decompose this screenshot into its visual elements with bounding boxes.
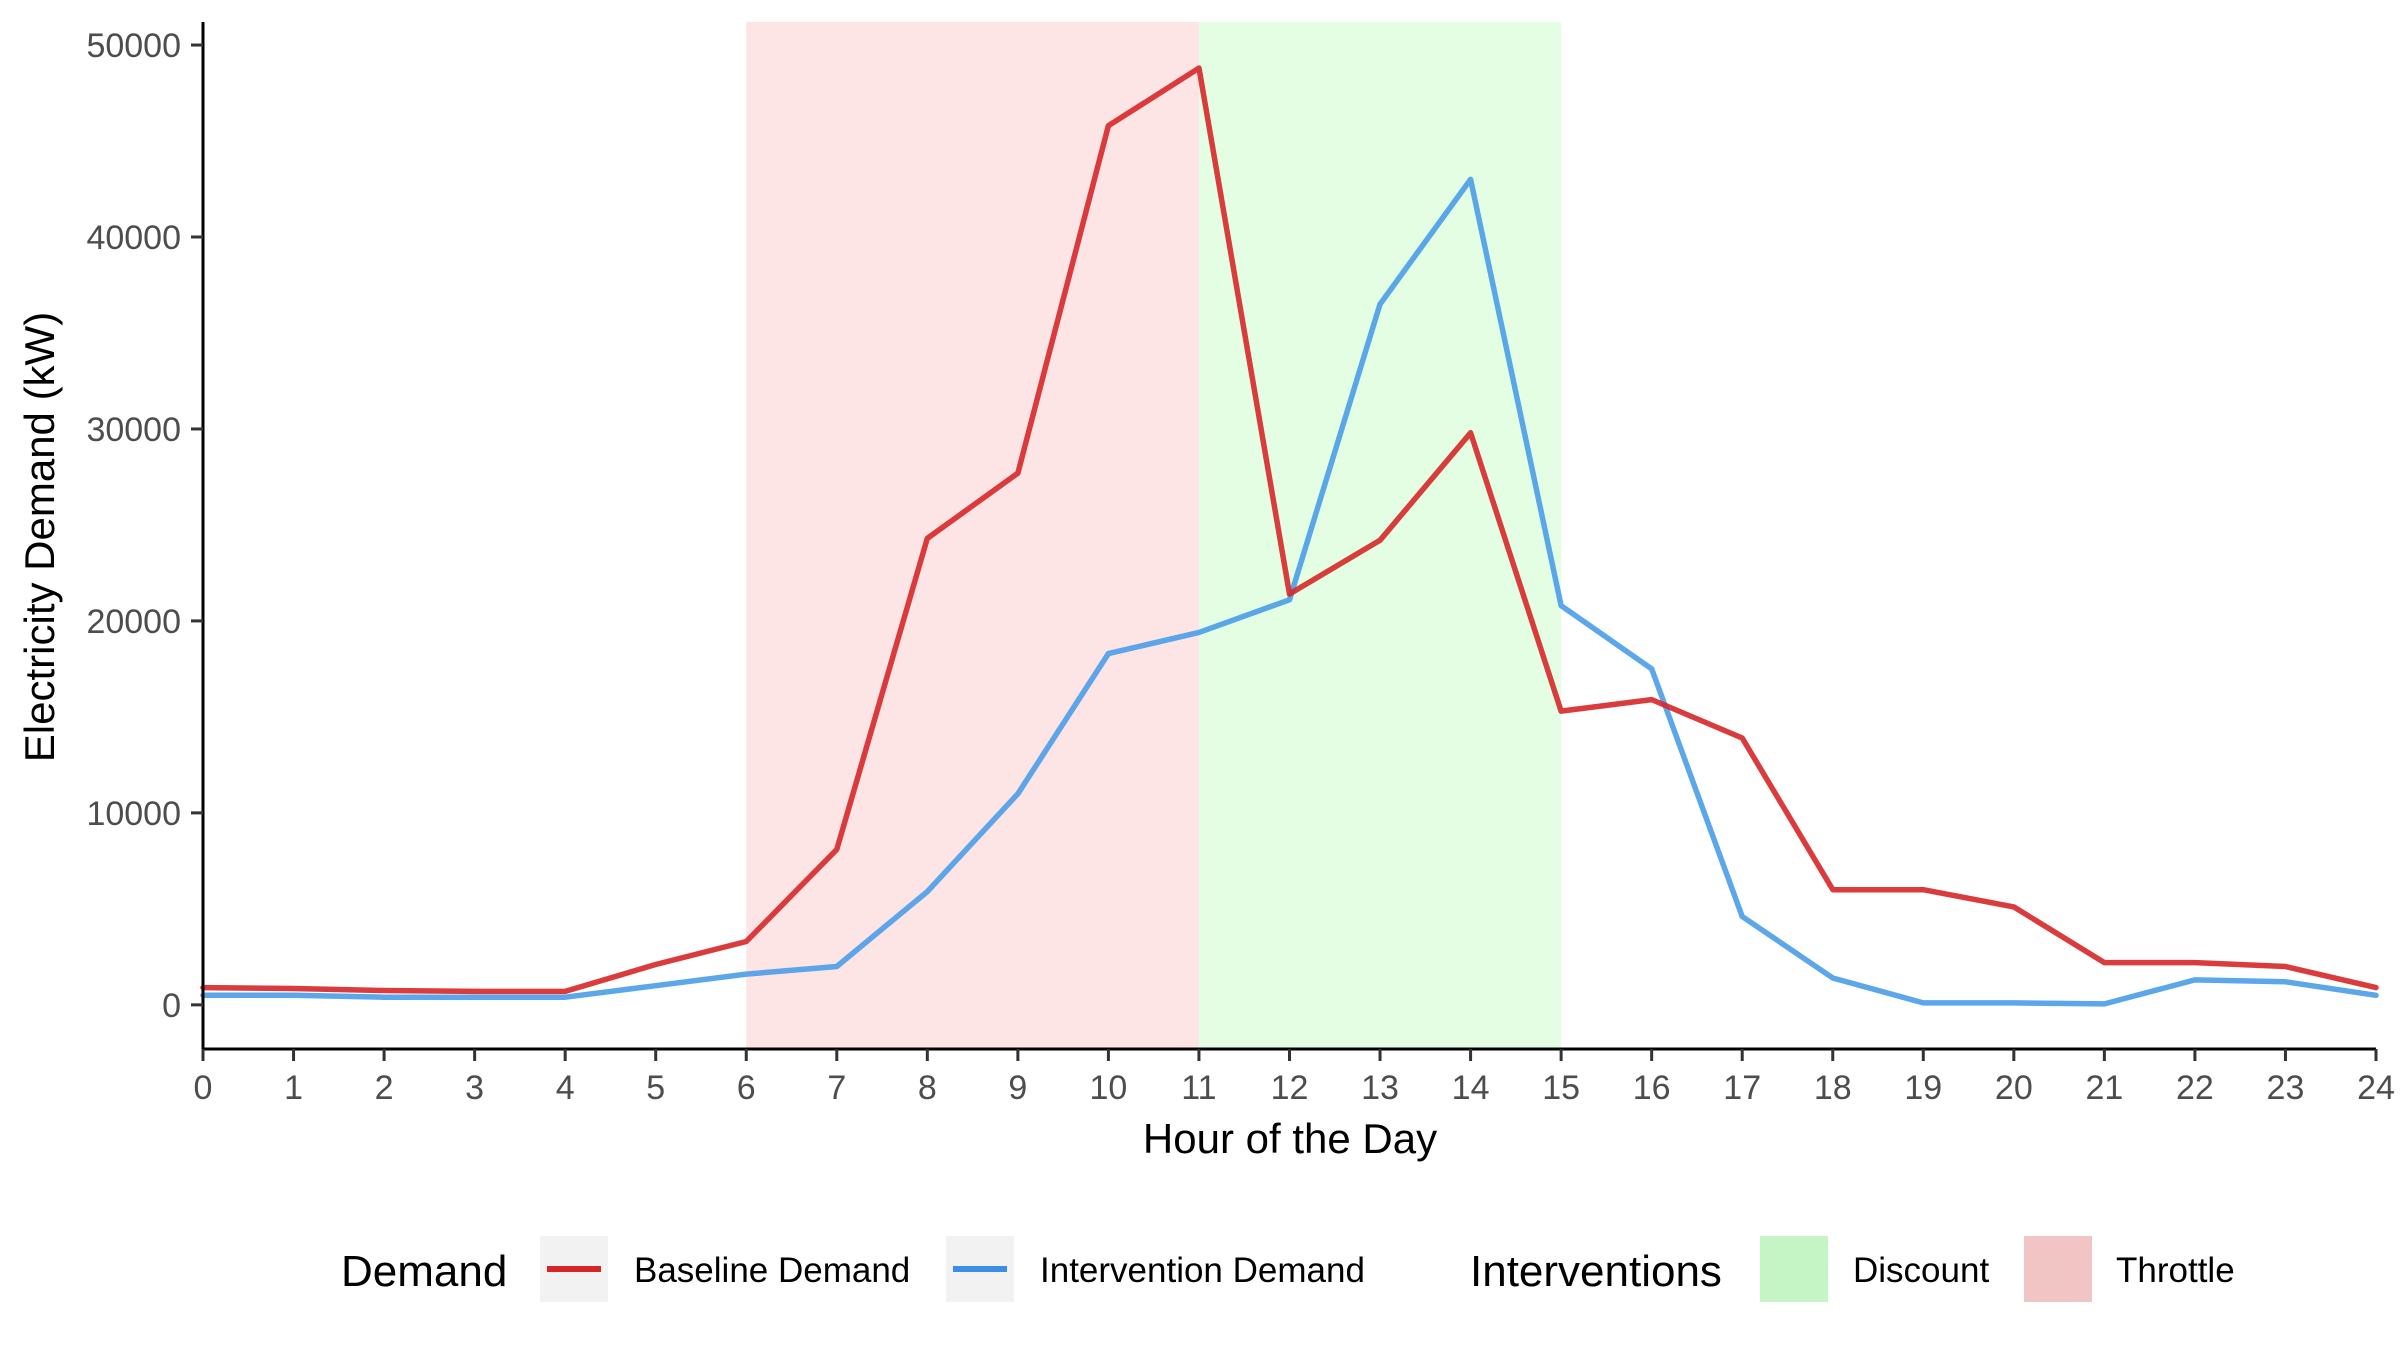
series-line-baseline-demand [200,65,2379,995]
x-tick-label: 7 [827,1069,846,1107]
series-line-intervention-demand [200,176,2379,1007]
x-tick-label: 11 [1181,1069,1216,1107]
x-tick-label: 4 [556,1069,575,1107]
y-tick-label: 30000 [86,411,181,449]
x-tick-label: 13 [1361,1069,1399,1107]
y-axis-title: Electricity Demand (kW) [16,312,63,762]
y-tick-label: 20000 [86,603,181,641]
y-tick-label: 50000 [86,27,181,65]
series-lines [200,65,2379,1007]
legend-label-discount: Discount [1853,1251,1989,1290]
band-discount [1198,22,1562,1049]
x-tick-label: 14 [1452,1069,1490,1107]
x-tick-label: 24 [2357,1069,2395,1107]
x-tick-label: 1 [284,1069,303,1107]
x-tick-label: 10 [1090,1069,1128,1107]
y-tick-label: 10000 [86,795,181,833]
legend-label-baseline: Baseline Demand [634,1251,910,1290]
x-tick-label: 5 [646,1069,665,1107]
x-tick-label: 0 [194,1069,213,1107]
intervention-bands [746,22,1562,1049]
x-tick-label: 22 [2176,1069,2214,1107]
x-tick-label: 9 [1008,1069,1027,1107]
x-tick-label: 17 [1723,1069,1761,1107]
x-ticks: 0 1 2 3 4 5 6 7 8 9 10 11 12 13 14 15 16 17 18 19 20 21 22 23 24 [194,1049,2395,1107]
x-tick-label: 15 [1542,1069,1580,1107]
y-tick-label: 40000 [86,219,181,257]
x-tick-label: 3 [465,1069,484,1107]
x-tick-label: 20 [1995,1069,2033,1107]
y-tick-label: 0 [162,987,181,1025]
x-tick-label: 8 [918,1069,937,1107]
x-tick-label: 2 [375,1069,394,1107]
legend-label-intervention: Intervention Demand [1040,1251,1365,1290]
x-tick-label: 18 [1814,1069,1852,1107]
x-tick-label: 6 [737,1069,756,1107]
y-ticks: 0 10000 20000 30000 40000 50000 [86,27,203,1025]
x-tick-label: 12 [1271,1069,1309,1107]
x-tick-label: 21 [2085,1069,2123,1107]
x-axis-title: Hour of the Day [1143,1115,1437,1162]
x-tick-label: 19 [1904,1069,1942,1107]
legend-swatch-discount [1760,1236,1828,1302]
band-throttle [746,22,1199,1049]
legend: Demand Baseline Demand Intervention Dema… [341,1236,2235,1302]
legend-swatch-throttle [2024,1236,2092,1302]
legend-title-interventions: Interventions [1470,1247,1722,1296]
legend-label-throttle: Throttle [2116,1251,2235,1290]
x-tick-label: 23 [2267,1069,2305,1107]
legend-title-demand: Demand [341,1247,507,1296]
x-tick-label: 16 [1633,1069,1671,1107]
